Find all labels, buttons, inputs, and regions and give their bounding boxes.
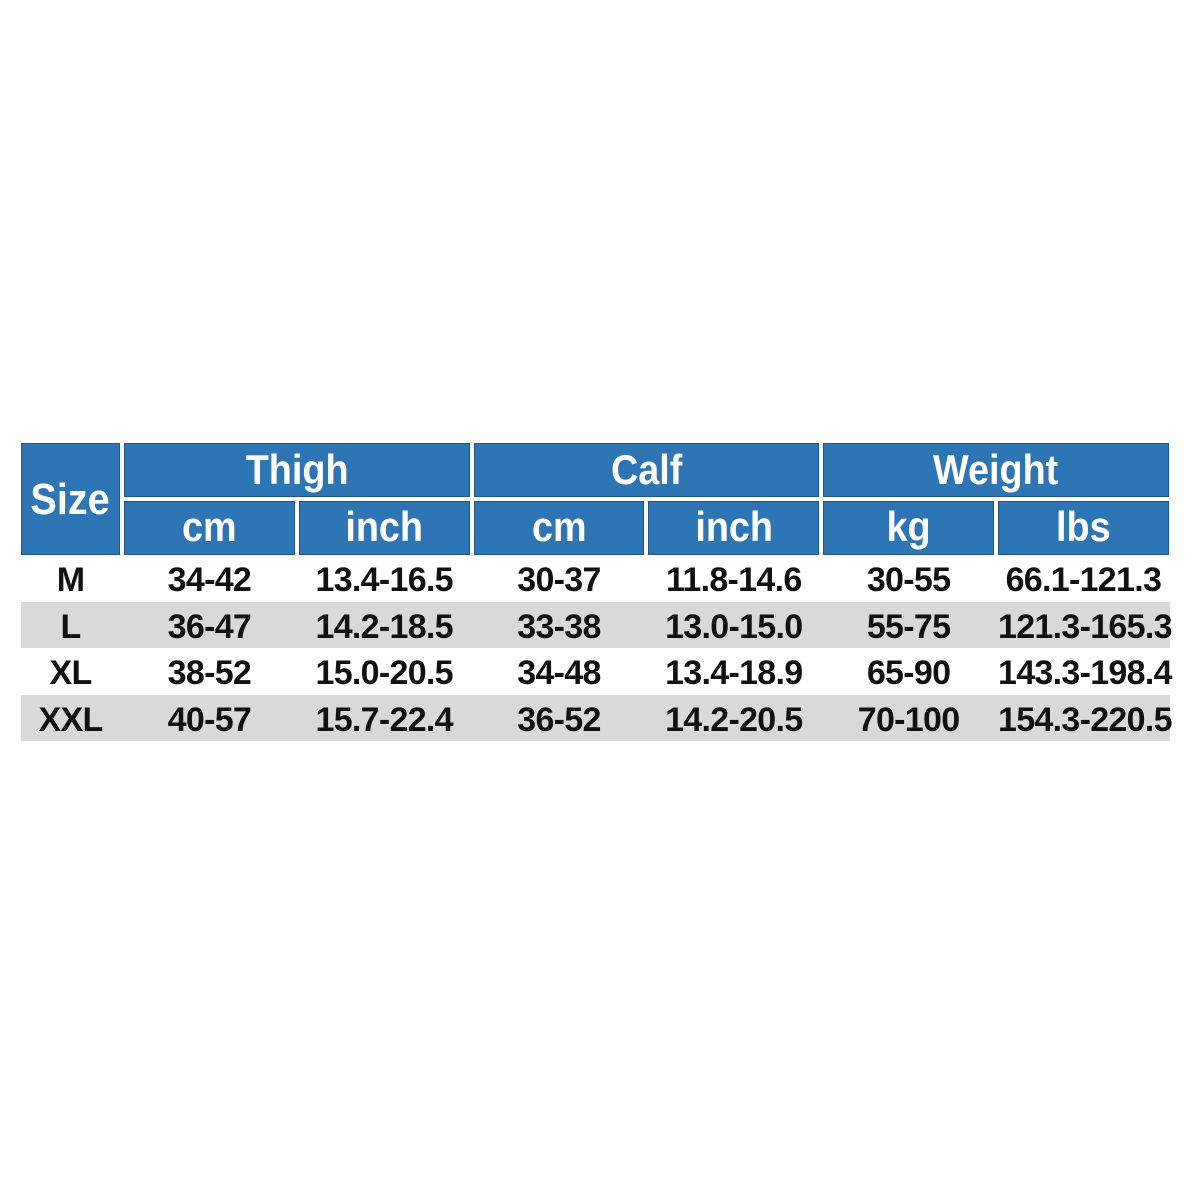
cell-xxl-thigh-inch: 15.7-22.4 (315, 700, 454, 739)
cell-xxl-calf-cm: 36-52 (517, 700, 601, 739)
subheader-calf-inch-label: inch (694, 503, 773, 550)
cell-m-thigh-cm: 34-42 (167, 561, 252, 600)
cell-xl-calf-cm: 34-48 (517, 654, 601, 693)
cell-l-thigh-inch: 14.2-18.5 (315, 607, 454, 646)
cell-m-thigh-inch: 13.4-16.5 (315, 561, 454, 600)
cell-xl-thigh-inch: 15.0-20.5 (315, 654, 454, 693)
table-row-l: L 36-47 14.2-18.5 33-38 13.0-15.0 55-75 … (21, 601, 1172, 648)
header-size: Size (21, 443, 120, 555)
header-group-calf: Calf (473, 443, 820, 497)
cell-l-calf-inch: 13.0-15.0 (665, 607, 803, 646)
size-chart-table: Size Thigh Calf Weight cm inch cm inch k… (21, 443, 1172, 741)
table-row-xl: XL 38-52 15.0-20.5 34-48 13.4-18.9 65-90… (21, 648, 1172, 695)
table-row-xxl: XXL 40-57 15.7-22.4 36-52 14.2-20.5 70-1… (21, 694, 1172, 741)
cell-m-calf-inch: 11.8-14.6 (666, 561, 802, 600)
header-thigh-label: Thigh (245, 446, 349, 493)
subheader-thigh-cm: cm (124, 501, 295, 555)
cell-m-weight-lbs: 66.1-121.3 (1005, 561, 1162, 600)
cell-xxl-thigh-cm: 40-57 (167, 700, 252, 739)
cell-xl-weight-kg: 65-90 (866, 654, 951, 693)
cell-xl-size: XL (49, 654, 92, 693)
subheader-weight-lbs-label: lbs (1056, 503, 1111, 550)
subheader-weight-kg-label: kg (886, 503, 931, 550)
subheader-thigh-inch-label: inch (345, 503, 424, 550)
cell-xl-thigh-cm: 38-52 (167, 654, 252, 693)
cell-m-calf-cm: 30-37 (517, 561, 601, 600)
cell-xl-calf-inch: 13.4-18.9 (665, 654, 803, 693)
subheader-weight-kg: kg (823, 501, 994, 555)
header-weight-label: Weight (933, 446, 1059, 493)
subheader-thigh-cm-label: cm (182, 503, 237, 550)
cell-m-weight-kg: 30-55 (866, 561, 951, 600)
subheader-calf-cm-label: cm (531, 503, 587, 550)
cell-xxl-calf-inch: 14.2-20.5 (665, 700, 803, 739)
subheader-thigh-inch: inch (298, 501, 470, 555)
subheader-calf-cm: cm (473, 501, 645, 555)
cell-m-size: M (56, 561, 85, 600)
cell-l-weight-kg: 55-75 (866, 607, 951, 646)
header-group-thigh: Thigh (124, 443, 470, 497)
cell-xxl-size: XXL (38, 700, 103, 739)
cell-xl-weight-lbs: 143.3-198.4 (997, 654, 1172, 693)
cell-l-thigh-cm: 36-47 (167, 607, 252, 646)
cell-xxl-weight-kg: 70-100 (857, 700, 960, 739)
cell-xxl-weight-lbs: 154.3-220.5 (997, 700, 1172, 739)
cell-l-size: L (60, 607, 81, 646)
header-calf-label: Calf (610, 446, 683, 493)
cell-l-calf-cm: 33-38 (517, 607, 601, 646)
header-group-weight: Weight (823, 443, 1169, 497)
subheader-weight-lbs: lbs (997, 501, 1169, 555)
table-row-m: M 34-42 13.4-16.5 30-37 11.8-14.6 30-55 … (21, 555, 1170, 602)
header-size-label: Size (30, 475, 111, 524)
subheader-calf-inch: inch (648, 501, 820, 555)
table-header: Size Thigh Calf Weight cm inch cm inch k… (21, 443, 1170, 555)
cell-l-weight-lbs: 121.3-165.3 (997, 607, 1172, 646)
